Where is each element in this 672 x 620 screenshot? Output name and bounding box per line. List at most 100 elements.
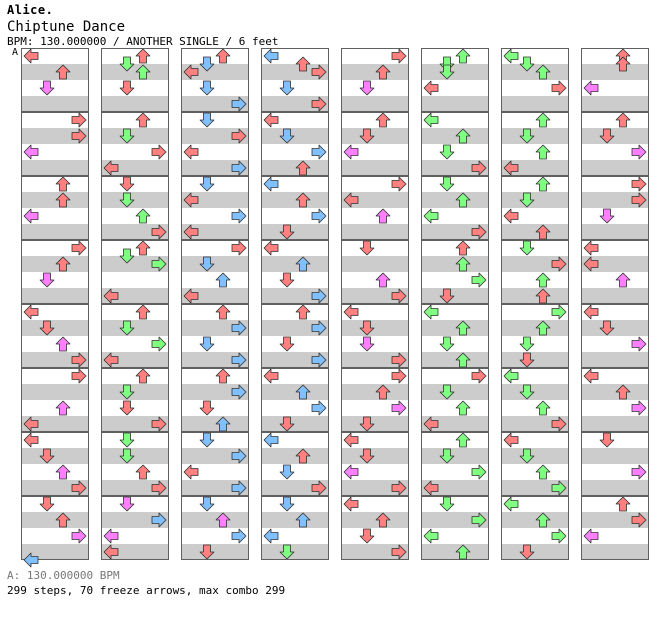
step-arrow: [263, 368, 279, 384]
step-arrow: [199, 80, 215, 96]
step-arrow: [295, 304, 311, 320]
step-arrow-glyph: [583, 256, 599, 272]
step-arrow-glyph: [519, 448, 535, 464]
measure-box: [181, 176, 249, 240]
step-arrow-glyph: [455, 544, 471, 560]
step-arrow: [295, 448, 311, 464]
step-arrow-glyph: [55, 176, 71, 192]
step-arrow-glyph: [263, 368, 279, 384]
step-arrow: [599, 432, 615, 448]
step-arrow-glyph: [231, 240, 247, 256]
step-arrow-glyph: [535, 64, 551, 80]
step-arrow-glyph: [215, 512, 231, 528]
step-arrow: [343, 464, 359, 480]
step-arrow-glyph: [23, 552, 39, 568]
measure-box: [181, 112, 249, 176]
step-arrow: [119, 400, 135, 416]
beat-stripe: [421, 448, 489, 464]
step-arrow-glyph: [199, 400, 215, 416]
step-arrow: [599, 320, 615, 336]
beat-stripe: [181, 512, 249, 528]
step-arrow-glyph: [183, 144, 199, 160]
step-arrow-glyph: [343, 304, 359, 320]
beat-stripe: [181, 96, 249, 112]
step-arrow-glyph: [295, 304, 311, 320]
step-arrow: [343, 432, 359, 448]
step-arrow: [471, 160, 487, 176]
step-arrow: [631, 192, 647, 208]
beat-stripe: [421, 64, 489, 80]
measure-box: [101, 112, 169, 176]
step-arrow-glyph: [215, 416, 231, 432]
step-arrow-glyph: [39, 80, 55, 96]
step-arrow-glyph: [199, 176, 215, 192]
step-arrow-glyph: [471, 512, 487, 528]
beat-stripe: [181, 480, 249, 496]
measure-box: [501, 304, 569, 368]
step-arrow-glyph: [359, 240, 375, 256]
step-arrow: [423, 528, 439, 544]
step-arrow-glyph: [391, 352, 407, 368]
step-arrow-glyph: [311, 480, 327, 496]
step-arrow: [519, 128, 535, 144]
step-arrow-glyph: [343, 192, 359, 208]
step-arrow-glyph: [55, 464, 71, 480]
step-arrow-glyph: [423, 416, 439, 432]
step-arrow-glyph: [295, 512, 311, 528]
step-arrow-glyph: [23, 208, 39, 224]
beat-stripe: [181, 256, 249, 272]
step-arrow: [279, 336, 295, 352]
step-arrow-glyph: [551, 256, 567, 272]
step-arrow-glyph: [583, 240, 599, 256]
step-arrow: [263, 240, 279, 256]
beat-stripe: [341, 448, 409, 464]
beat-stripe: [101, 448, 169, 464]
beat-stripe: [261, 544, 329, 560]
beat-stripe: [421, 384, 489, 400]
beat-stripe: [421, 128, 489, 144]
step-arrow-glyph: [23, 304, 39, 320]
step-arrow: [519, 240, 535, 256]
step-arrow: [583, 256, 599, 272]
step-arrow: [215, 512, 231, 528]
step-arrow: [279, 464, 295, 480]
step-arrow: [391, 352, 407, 368]
step-arrow-glyph: [599, 208, 615, 224]
step-arrow-glyph: [359, 80, 375, 96]
measure-box: [261, 176, 329, 240]
step-arrow-glyph: [423, 208, 439, 224]
beat-stripe: [101, 224, 169, 240]
step-arrow-glyph: [343, 144, 359, 160]
step-arrow: [215, 304, 231, 320]
beat-stripe: [21, 544, 89, 560]
step-arrow: [535, 112, 551, 128]
step-arrow: [151, 480, 167, 496]
step-arrow-glyph: [119, 176, 135, 192]
chart-column: [421, 48, 489, 560]
step-arrow-glyph: [551, 528, 567, 544]
beat-stripe: [421, 352, 489, 368]
measure-box: [181, 48, 249, 112]
measure-box: [341, 240, 409, 304]
step-arrow: [279, 496, 295, 512]
step-arrow: [583, 528, 599, 544]
step-arrow: [471, 464, 487, 480]
step-arrow: [375, 64, 391, 80]
chart-column: [341, 48, 409, 560]
step-arrow-glyph: [71, 528, 87, 544]
step-arrow-glyph: [151, 256, 167, 272]
step-arrow: [455, 400, 471, 416]
step-arrow-glyph: [359, 336, 375, 352]
step-arrow-glyph: [135, 304, 151, 320]
step-arrow-glyph: [71, 240, 87, 256]
step-arrow-glyph: [375, 112, 391, 128]
step-arrow: [423, 304, 439, 320]
measure-box: [421, 368, 489, 432]
step-arrow-glyph: [615, 56, 631, 72]
step-arrow-glyph: [311, 144, 327, 160]
beat-stripe: [581, 160, 649, 176]
step-arrow-glyph: [39, 272, 55, 288]
beat-stripe: [101, 384, 169, 400]
step-arrow-glyph: [391, 480, 407, 496]
step-arrow: [231, 160, 247, 176]
